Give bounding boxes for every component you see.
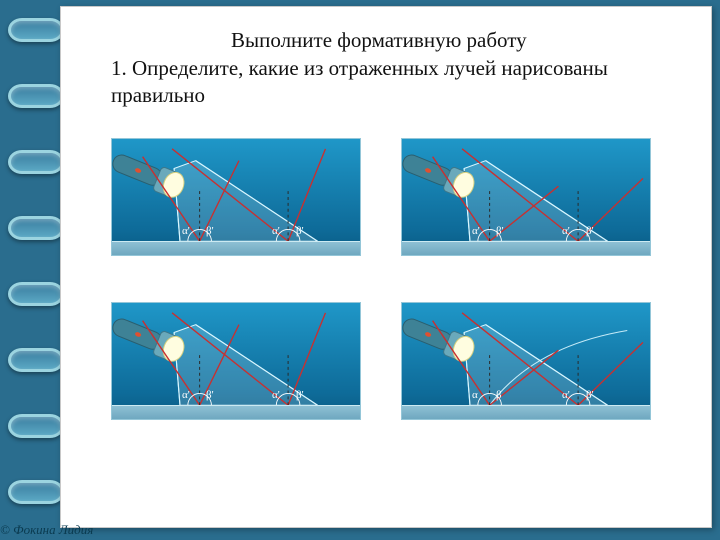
angle-label-beta-right: β' (586, 389, 594, 401)
reflection-diagram: α' β' α' β' (111, 138, 361, 256)
binding-ring (8, 282, 64, 306)
angle-label-alpha-right: α' (272, 225, 280, 237)
angle-label-alpha-left: α' (182, 225, 190, 237)
angle-label-alpha-left: α' (182, 389, 190, 401)
copyright-text: © Фокина Лидия (0, 522, 93, 538)
page-title: Выполните формативную работу (231, 27, 691, 53)
task-text: 1. Определите, какие из отраженных лучей… (111, 55, 691, 108)
reflection-diagram: α' β' α' β' (401, 138, 651, 256)
angle-label-alpha-right: α' (562, 225, 570, 237)
reflection-diagram: α' β' α' β' (111, 302, 361, 420)
binding-ring (8, 150, 64, 174)
surface-strip (402, 405, 650, 419)
diagram-grid: α' β' α' β' α' β' α' β' (111, 138, 691, 420)
surface-strip (112, 241, 360, 255)
surface-strip (112, 405, 360, 419)
angle-label-beta-left: β (496, 389, 502, 401)
binding-ring (8, 18, 64, 42)
angle-label-beta-right: β' (296, 225, 304, 237)
angle-label-alpha-right: α' (272, 389, 280, 401)
angle-label-beta-left: β' (206, 225, 214, 237)
angle-label-beta-left: β' (206, 389, 214, 401)
angle-label-beta-left: β' (496, 225, 504, 237)
binding-ring (8, 216, 64, 240)
binding-ring (8, 414, 64, 438)
angle-label-alpha-right: α' (562, 389, 570, 401)
angle-label-alpha-left: α' (472, 225, 480, 237)
binding-ring (8, 348, 64, 372)
reflection-diagram: α β α' β' (401, 302, 651, 420)
binding-ring (8, 480, 64, 504)
page-card: Выполните формативную работу 1. Определи… (60, 6, 712, 528)
angle-label-alpha-left: α (472, 389, 478, 401)
angle-label-beta-right: β' (586, 225, 594, 237)
surface-strip (402, 241, 650, 255)
binding-ring (8, 84, 64, 108)
angle-label-beta-right: β' (296, 389, 304, 401)
